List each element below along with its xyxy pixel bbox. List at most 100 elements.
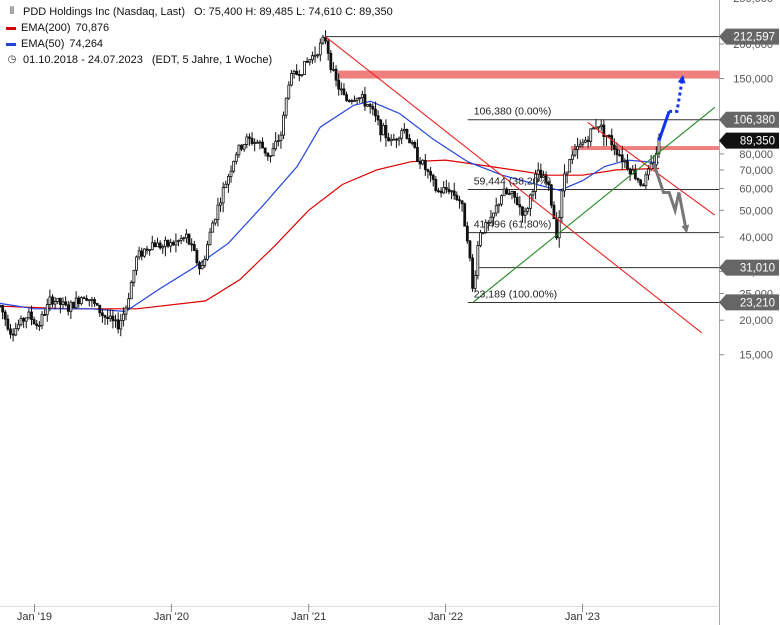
candle (505, 187, 509, 195)
price-badge-label: 212,597 (733, 32, 775, 44)
candle-body (381, 125, 385, 136)
candle-body (40, 314, 44, 326)
candle (255, 139, 259, 144)
candle-body (69, 301, 73, 312)
candle (85, 295, 89, 302)
candle-body (164, 239, 167, 247)
candle-body (263, 147, 267, 154)
candle (219, 197, 222, 212)
candle-body (51, 296, 54, 305)
candle (560, 188, 564, 223)
y-tick-label: 40,000 (739, 232, 773, 244)
candle-body (1, 305, 5, 313)
candle (269, 155, 272, 163)
candle (279, 131, 283, 149)
candle (48, 289, 52, 312)
candle (410, 140, 414, 146)
candle (500, 194, 503, 207)
x-tick-label: Jan '21 (291, 611, 326, 623)
candle-body (145, 248, 149, 251)
candle (465, 221, 469, 244)
price-badge-label: 31,010 (740, 263, 775, 275)
candle-body (0, 305, 2, 307)
candle (602, 120, 606, 147)
candle (481, 232, 485, 235)
candle-body (95, 303, 99, 306)
candle (45, 298, 49, 322)
candle-body (116, 319, 120, 330)
candle (570, 150, 574, 165)
legend-period-row: ◷ 01.10.2018 - 24.07.2023 (EDT, 5 Jahre,… (6, 52, 393, 68)
candle (405, 128, 409, 140)
candle (95, 302, 99, 306)
candle-body (644, 174, 648, 186)
candle (326, 38, 330, 61)
candle (518, 196, 522, 216)
candle-body (303, 60, 306, 75)
candle-body (434, 179, 438, 192)
candle-body (121, 313, 125, 321)
candle (82, 296, 86, 300)
projection-up-dotted (669, 74, 686, 113)
candle (387, 132, 390, 142)
candle (166, 239, 170, 249)
candle-body (198, 262, 201, 270)
candle (536, 162, 540, 183)
candle (121, 307, 125, 327)
candle (479, 230, 482, 248)
candle-body (452, 190, 456, 196)
candle-body (439, 190, 443, 194)
candle-body (282, 114, 285, 136)
candle-body (143, 248, 146, 257)
candle-body (547, 181, 551, 186)
candle-body (334, 68, 338, 81)
candle (371, 103, 375, 116)
candle (305, 57, 309, 63)
candle-body (245, 136, 249, 145)
candle-body (342, 88, 346, 96)
candle (0, 304, 2, 309)
candle (79, 296, 83, 306)
candle (337, 73, 341, 96)
candle (282, 111, 285, 140)
candle (350, 98, 354, 105)
candle (644, 171, 648, 189)
candle-body (408, 138, 411, 144)
candle (549, 183, 553, 209)
candle-body (366, 104, 369, 107)
candle (216, 197, 220, 227)
candle-body (255, 141, 259, 144)
candle (248, 133, 251, 146)
candle (56, 297, 60, 305)
candle-body (528, 194, 532, 209)
candle-body (287, 84, 291, 99)
candle (313, 46, 317, 63)
candle-body (9, 328, 12, 335)
candle-body (371, 106, 375, 110)
candle (22, 317, 26, 328)
price-badge: 212,597 (719, 28, 779, 45)
candle (381, 122, 385, 136)
candle-body (124, 307, 128, 315)
candle (148, 249, 152, 256)
candle (295, 64, 299, 76)
candle (460, 200, 464, 212)
candle-body (507, 193, 511, 195)
candle (208, 228, 212, 246)
candle-body (187, 233, 191, 245)
candle (484, 219, 488, 234)
candle-body (82, 297, 86, 300)
price-badge: 89,350 (719, 132, 779, 149)
candle-body (22, 318, 26, 322)
candle (108, 309, 112, 322)
legend-ema200-label: EMA(200) (21, 22, 71, 34)
candle-body (515, 196, 519, 206)
candle (586, 135, 590, 148)
candle-body (560, 190, 564, 218)
candle-body (219, 202, 222, 206)
candle (171, 240, 175, 247)
candle (374, 101, 377, 123)
candle-body (633, 169, 637, 179)
candle-body (74, 297, 78, 309)
candle (444, 179, 448, 194)
